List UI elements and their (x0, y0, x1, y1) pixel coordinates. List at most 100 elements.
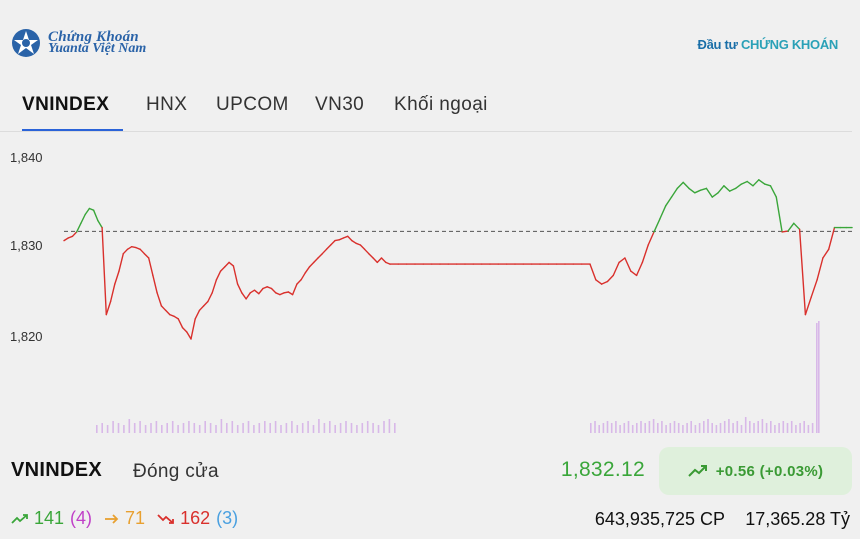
price-line-segment (300, 272, 306, 281)
price-line-segment (253, 289, 260, 295)
price-line-segment (699, 187, 708, 191)
volume-bar (669, 423, 672, 433)
volume-bar (182, 423, 185, 433)
yuanta-logo[interactable]: Chứng Khoán Yuanta Việt Nam (10, 27, 146, 59)
market-breadth: 141 (4) 71 162 (3) (11, 508, 238, 529)
y-tick-label-1820: 1,820 (10, 329, 43, 344)
volume-bar (740, 425, 743, 433)
header: Chứng Khoán Yuanta Việt Nam Đầu tư CHỨNG… (0, 0, 860, 80)
volume-bar (269, 423, 271, 433)
volume-bar (682, 425, 684, 433)
volume-bar (803, 421, 805, 433)
intraday-chart[interactable]: 1,840 1,830 1,820 (0, 140, 860, 440)
price-line-segment (181, 326, 188, 333)
volume-bar (383, 421, 385, 433)
price-line-segment (156, 292, 163, 307)
price-line-segment (262, 286, 268, 290)
volume-bar (703, 421, 705, 433)
price-line-segment (334, 239, 340, 242)
price-line-segment (173, 315, 180, 320)
price-line-segment (207, 292, 213, 303)
volume-bar (123, 425, 125, 433)
index-tabs: VNINDEX HNX UPCOM VN30 Khối ngoại (0, 84, 852, 132)
price-line-segment (88, 207, 95, 211)
price-line-segment (746, 180, 754, 187)
decliners: 162 (157, 508, 210, 529)
volume-bar (177, 425, 179, 433)
price-line-segment (359, 244, 366, 251)
volume-bar (694, 425, 697, 433)
price-line-segment (80, 213, 86, 225)
logo-line2: Yuanta Việt Nam (48, 41, 147, 56)
price-line-segment (355, 242, 362, 246)
volume-bar (661, 421, 663, 433)
volume-bar (757, 421, 759, 433)
price-line-segment (164, 309, 171, 316)
total-volume: 643,935,725 CP (594, 509, 725, 529)
volume-bar (291, 421, 293, 433)
volume-bar (285, 423, 288, 433)
volume-bar (719, 423, 722, 433)
price-line-segment (236, 283, 243, 294)
price-line-segment (822, 248, 830, 259)
ceiling-count: (4) (70, 508, 93, 528)
floor-count: (3) (216, 508, 239, 528)
price-line-segment (606, 274, 614, 283)
tab-vnindex[interactable]: VNINDEX (22, 94, 110, 115)
tab-hnx[interactable]: HNX (146, 94, 188, 115)
price-line-segment (160, 305, 167, 312)
volume-bar (690, 421, 692, 433)
price-line-segment (347, 235, 353, 242)
unchanged: 71 (104, 508, 145, 529)
volume-bar (117, 423, 120, 433)
volume-bar (657, 423, 659, 433)
volume-bar (128, 419, 131, 433)
partner-logo[interactable]: Đầu tư CHỨNG KHOÁN (698, 37, 839, 52)
price-line-segment (304, 265, 311, 274)
price-line-segment (75, 222, 82, 233)
price-line-segment (67, 235, 74, 239)
volume-bar (770, 421, 772, 433)
price-line-segment (659, 205, 667, 220)
price-line-segment (313, 257, 319, 264)
volume-bar (744, 417, 747, 433)
tab-vn30[interactable]: VN30 (315, 94, 365, 115)
volume-bar (765, 423, 768, 433)
price-line-segment (114, 270, 120, 285)
price-line-segment (118, 252, 125, 272)
total-value: 17,365.28 Tỷ (745, 509, 850, 529)
volume-bar (606, 421, 609, 433)
price-line-segment (296, 279, 302, 285)
price-line-segment (729, 187, 737, 192)
volume-bar (188, 421, 190, 433)
tab-khoi-ngoai[interactable]: Khối ngoại (394, 94, 488, 115)
price-line-segment (810, 279, 818, 298)
price-line-segment (139, 248, 146, 255)
price-line-segment (266, 286, 273, 290)
volume-bar (231, 421, 234, 433)
price-line-segment (769, 185, 777, 198)
volume-bar (133, 423, 136, 433)
price-line-segment (705, 187, 713, 198)
price-line-segment (249, 289, 256, 294)
price-line-segment (308, 261, 315, 268)
volume-bar (711, 423, 713, 433)
price-line-segment (147, 257, 154, 277)
price-line-segment (126, 245, 133, 251)
price-line-segment (291, 283, 298, 296)
volume-bar (728, 419, 730, 433)
price-line-segment (618, 257, 626, 264)
tab-upcom[interactable]: UPCOM (216, 94, 289, 115)
advancers: 141 (11, 508, 64, 529)
chart-canvas (63, 179, 853, 433)
volume-bar (736, 421, 739, 433)
price-line-segment (219, 265, 226, 272)
volume-bar (323, 423, 326, 433)
trend-up-icon (687, 465, 707, 477)
volume-bar (665, 425, 667, 433)
volume-bar (161, 425, 163, 433)
volume-bar (204, 421, 206, 433)
price-line-segment (764, 183, 772, 187)
volume-bar (677, 423, 680, 433)
volume-bar (144, 425, 147, 433)
